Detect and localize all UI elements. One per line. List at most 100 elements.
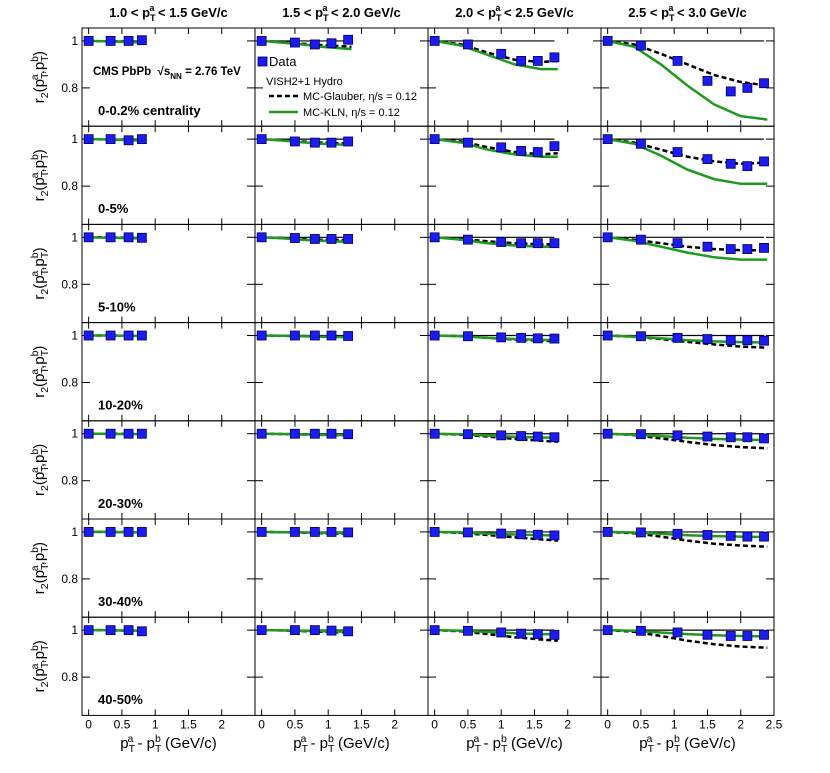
text-part: (GeV/c) (161, 735, 217, 752)
text-part: √ (158, 65, 165, 78)
data-point (742, 161, 753, 172)
data-point (602, 330, 613, 341)
kln-curve (261, 334, 352, 339)
y-tick-label: 0.8 (61, 376, 78, 390)
data-point (636, 40, 646, 51)
text-part: 2 (39, 190, 51, 196)
data-point (742, 83, 753, 93)
data-point (343, 34, 354, 45)
data-point (136, 232, 147, 243)
text-part: (p (31, 275, 48, 288)
text-part: r (31, 687, 48, 692)
data-point (496, 142, 507, 153)
data-point (516, 332, 527, 343)
kln-curve (607, 39, 768, 121)
data-point (602, 134, 613, 145)
text-part: a (29, 172, 41, 178)
data-point (105, 232, 116, 243)
x-tick-label: 1 (152, 717, 159, 731)
data-point (343, 626, 354, 637)
text-part: - p (652, 735, 674, 752)
data-point (343, 527, 354, 538)
data-point (105, 428, 116, 439)
data-point (636, 429, 646, 440)
x-tick-label: 1 (671, 717, 678, 731)
text-part: < 1.5 GeV/c (154, 5, 227, 20)
data-point (602, 36, 613, 46)
y-tick-label: 0.8 (61, 179, 78, 193)
data-point (309, 234, 320, 244)
data-point (429, 134, 440, 145)
text-part: < 2.0 GeV/c (327, 5, 400, 20)
data-point (549, 530, 560, 541)
data-point (702, 241, 713, 252)
data-point (429, 36, 440, 46)
data-point (309, 625, 320, 636)
text-part: a (300, 733, 306, 745)
data-point (136, 330, 147, 341)
data-point (702, 530, 713, 540)
data-point (463, 429, 473, 440)
data-point (123, 527, 134, 537)
data-point (290, 233, 300, 243)
text-part: - p (306, 735, 328, 752)
y-tick-label: 1 (71, 427, 78, 441)
text-part: r (31, 196, 48, 201)
row-label: 30-40% (98, 594, 143, 609)
text-part: T (39, 153, 51, 160)
data-point (532, 529, 543, 540)
text-part: T (475, 743, 482, 755)
text-part: a (29, 467, 41, 473)
kln-curve (88, 432, 146, 436)
y-axis-label: r2(pTa,pTb) (29, 640, 51, 692)
data-point (636, 234, 646, 245)
text-part: a (127, 733, 133, 745)
data-point (429, 625, 440, 636)
text-part: b (29, 449, 41, 455)
panel-frame (427, 322, 602, 422)
y-tick-label: 0.8 (61, 81, 78, 95)
text-part: b (29, 154, 41, 160)
model-label: VISH2+1 Hydro (266, 76, 343, 88)
text-part: a (668, 3, 674, 13)
data-point (309, 137, 320, 148)
data-point (343, 331, 354, 341)
x-tick-label: 0 (431, 717, 438, 731)
text-part: r (31, 295, 48, 300)
text-part: (p (31, 472, 48, 485)
text-part: T (323, 13, 329, 23)
data-point (105, 134, 116, 145)
text-part: a (473, 733, 479, 745)
text-part: 1.0 < p (109, 5, 150, 20)
legend-marker (257, 56, 268, 67)
data-point (742, 531, 753, 542)
text-part: - p (479, 735, 501, 752)
text-part: b (674, 733, 680, 745)
data-point (326, 330, 337, 341)
x-axis-label: pTa - pTb (GeV/c) (466, 733, 562, 755)
text-part: NN (170, 72, 182, 81)
kln-curve (261, 628, 352, 633)
data-point (516, 238, 527, 249)
data-point (429, 232, 440, 243)
x-tick-label: 0 (604, 717, 611, 731)
data-point (83, 625, 94, 636)
y-tick-label: 1 (71, 329, 78, 343)
text-part: b (501, 733, 507, 745)
data-point (549, 52, 560, 63)
x-tick-label: 0.5 (287, 717, 304, 731)
y-axis-label: r2(pTa,pTb) (29, 149, 51, 201)
text-part: 1.5 < p (282, 5, 323, 20)
x-tick-label: 2 (391, 717, 398, 731)
y-tick-label: 1 (71, 132, 78, 146)
data-point (326, 428, 337, 439)
data-point (136, 35, 147, 46)
data-point (742, 244, 753, 254)
text-part: ,p (31, 455, 48, 468)
kln-curve (261, 432, 352, 437)
data-point (256, 330, 267, 341)
data-point (602, 428, 613, 439)
text-part: < 3.0 GeV/c (673, 5, 746, 20)
text-part: a (29, 565, 41, 571)
data-point (105, 527, 116, 537)
